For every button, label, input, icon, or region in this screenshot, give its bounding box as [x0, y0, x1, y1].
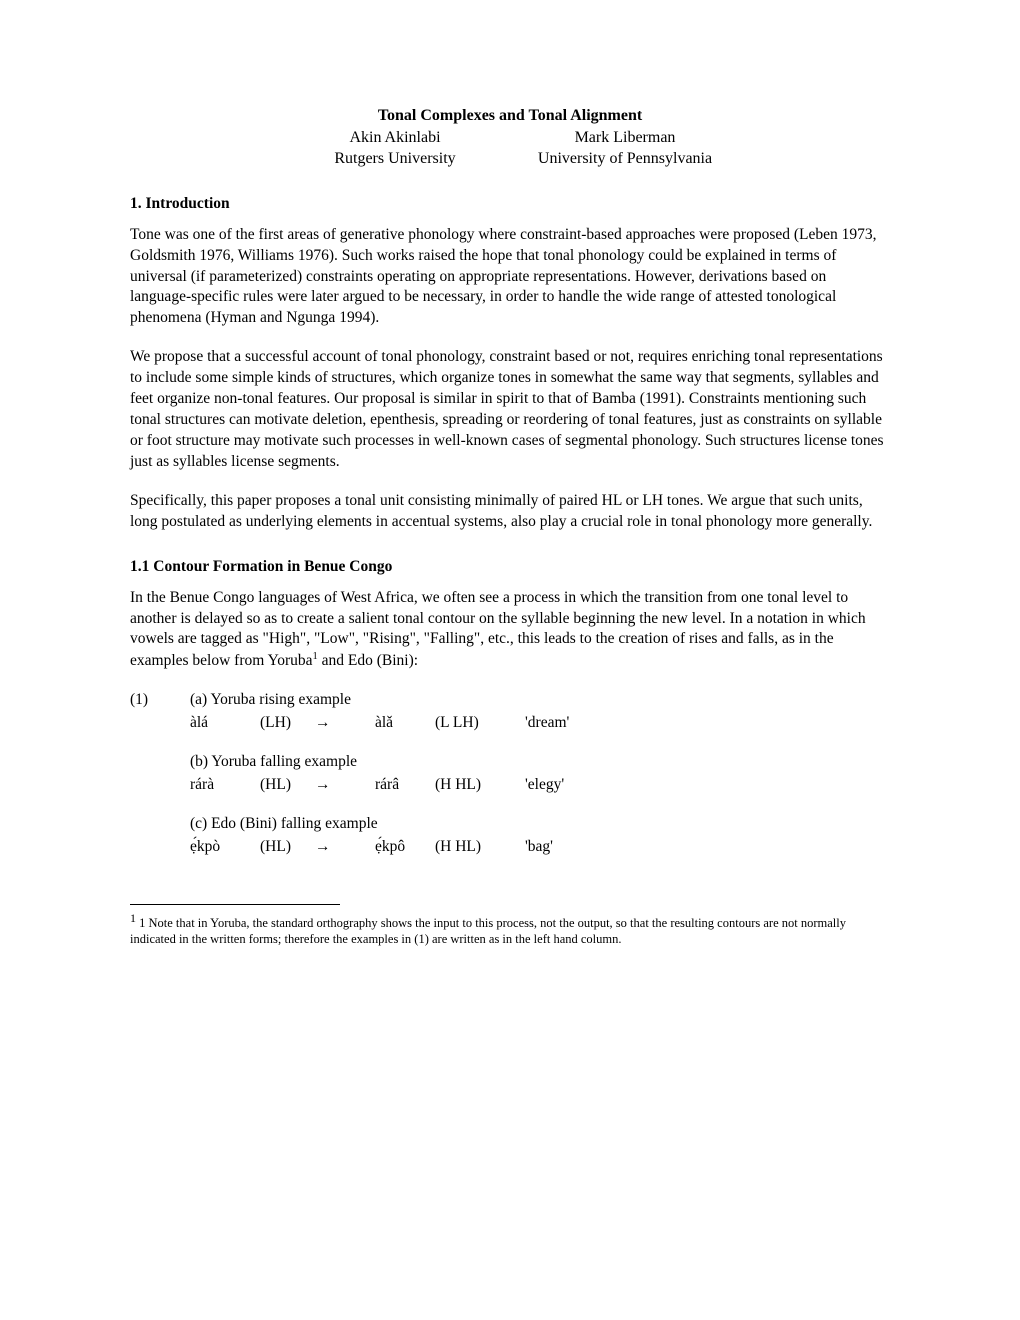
- ex-c-gloss: 'bag': [525, 837, 645, 858]
- paper-title: Tonal Complexes and Tonal Alignment: [130, 105, 890, 127]
- paragraph-4-post: and Edo (Bini):: [318, 653, 418, 670]
- example-number: (1): [130, 690, 190, 876]
- ex-b-word2: rárâ: [375, 775, 435, 796]
- example-a-data: àlá (LH) → àlǎ (L LH) 'dream': [190, 713, 890, 734]
- ex-a-arrow: →: [315, 713, 375, 734]
- paragraph-3: Specifically, this paper proposes a tona…: [130, 491, 890, 533]
- ex-b-arrow: →: [315, 775, 375, 796]
- ex-c-tone2: (H HL): [435, 837, 525, 858]
- example-a-label: (a) Yoruba rising example: [190, 690, 890, 711]
- ex-c-word2: ẹ́kpô: [375, 837, 435, 858]
- authors-names-row: Akin Akinlabi Mark Liberman: [130, 127, 890, 149]
- ex-b-gloss: 'elegy': [525, 775, 645, 796]
- footnote-separator: [130, 904, 340, 905]
- example-c-data: ẹ́kpò (HL) → ẹ́kpô (H HL) 'bag': [190, 837, 890, 858]
- paragraph-1: Tone was one of the first areas of gener…: [130, 225, 890, 330]
- footnote-1: 1 1 Note that in Yoruba, the standard or…: [130, 911, 890, 948]
- ex-a-gloss: 'dream': [525, 713, 645, 734]
- author2-name: Mark Liberman: [510, 127, 740, 149]
- example-b-label: (b) Yoruba falling example: [190, 752, 890, 773]
- example-1-block: (1) (a) Yoruba rising example àlá (LH) →…: [130, 690, 890, 876]
- ex-a-word1: àlá: [190, 713, 260, 734]
- ex-a-word2: àlǎ: [375, 713, 435, 734]
- paragraph-4: In the Benue Congo languages of West Afr…: [130, 588, 890, 673]
- ex-b-tone1: (HL): [260, 775, 315, 796]
- footnote-1-text: 1 Note that in Yoruba, the standard orth…: [130, 916, 846, 946]
- example-1-row: (1) (a) Yoruba rising example àlá (LH) →…: [130, 690, 890, 876]
- authors-block: Akin Akinlabi Mark Liberman Rutgers Univ…: [130, 127, 890, 170]
- author1-name: Akin Akinlabi: [280, 127, 510, 149]
- section-1-1-heading: 1.1 Contour Formation in Benue Congo: [130, 557, 890, 578]
- example-c-label: (c) Edo (Bini) falling example: [190, 814, 890, 835]
- ex-a-tone1: (LH): [260, 713, 315, 734]
- ex-b-word1: rárà: [190, 775, 260, 796]
- paragraph-4-pre: In the Benue Congo languages of West Afr…: [130, 589, 866, 670]
- author2-affiliation: University of Pennsylvania: [510, 148, 740, 170]
- ex-b-tone2: (H HL): [435, 775, 525, 796]
- ex-c-word1: ẹ́kpò: [190, 837, 260, 858]
- section-1-heading: 1. Introduction: [130, 194, 890, 215]
- ex-c-tone1: (HL): [260, 837, 315, 858]
- authors-affiliation-row: Rutgers University University of Pennsyl…: [130, 148, 890, 170]
- ex-c-arrow: →: [315, 837, 375, 858]
- example-b-data: rárà (HL) → rárâ (H HL) 'elegy': [190, 775, 890, 796]
- paragraph-2: We propose that a successful account of …: [130, 347, 890, 473]
- example-content: (a) Yoruba rising example àlá (LH) → àlǎ…: [190, 690, 890, 876]
- ex-a-tone2: (L LH): [435, 713, 525, 734]
- author1-affiliation: Rutgers University: [280, 148, 510, 170]
- page-container: Tonal Complexes and Tonal Alignment Akin…: [0, 0, 1020, 1008]
